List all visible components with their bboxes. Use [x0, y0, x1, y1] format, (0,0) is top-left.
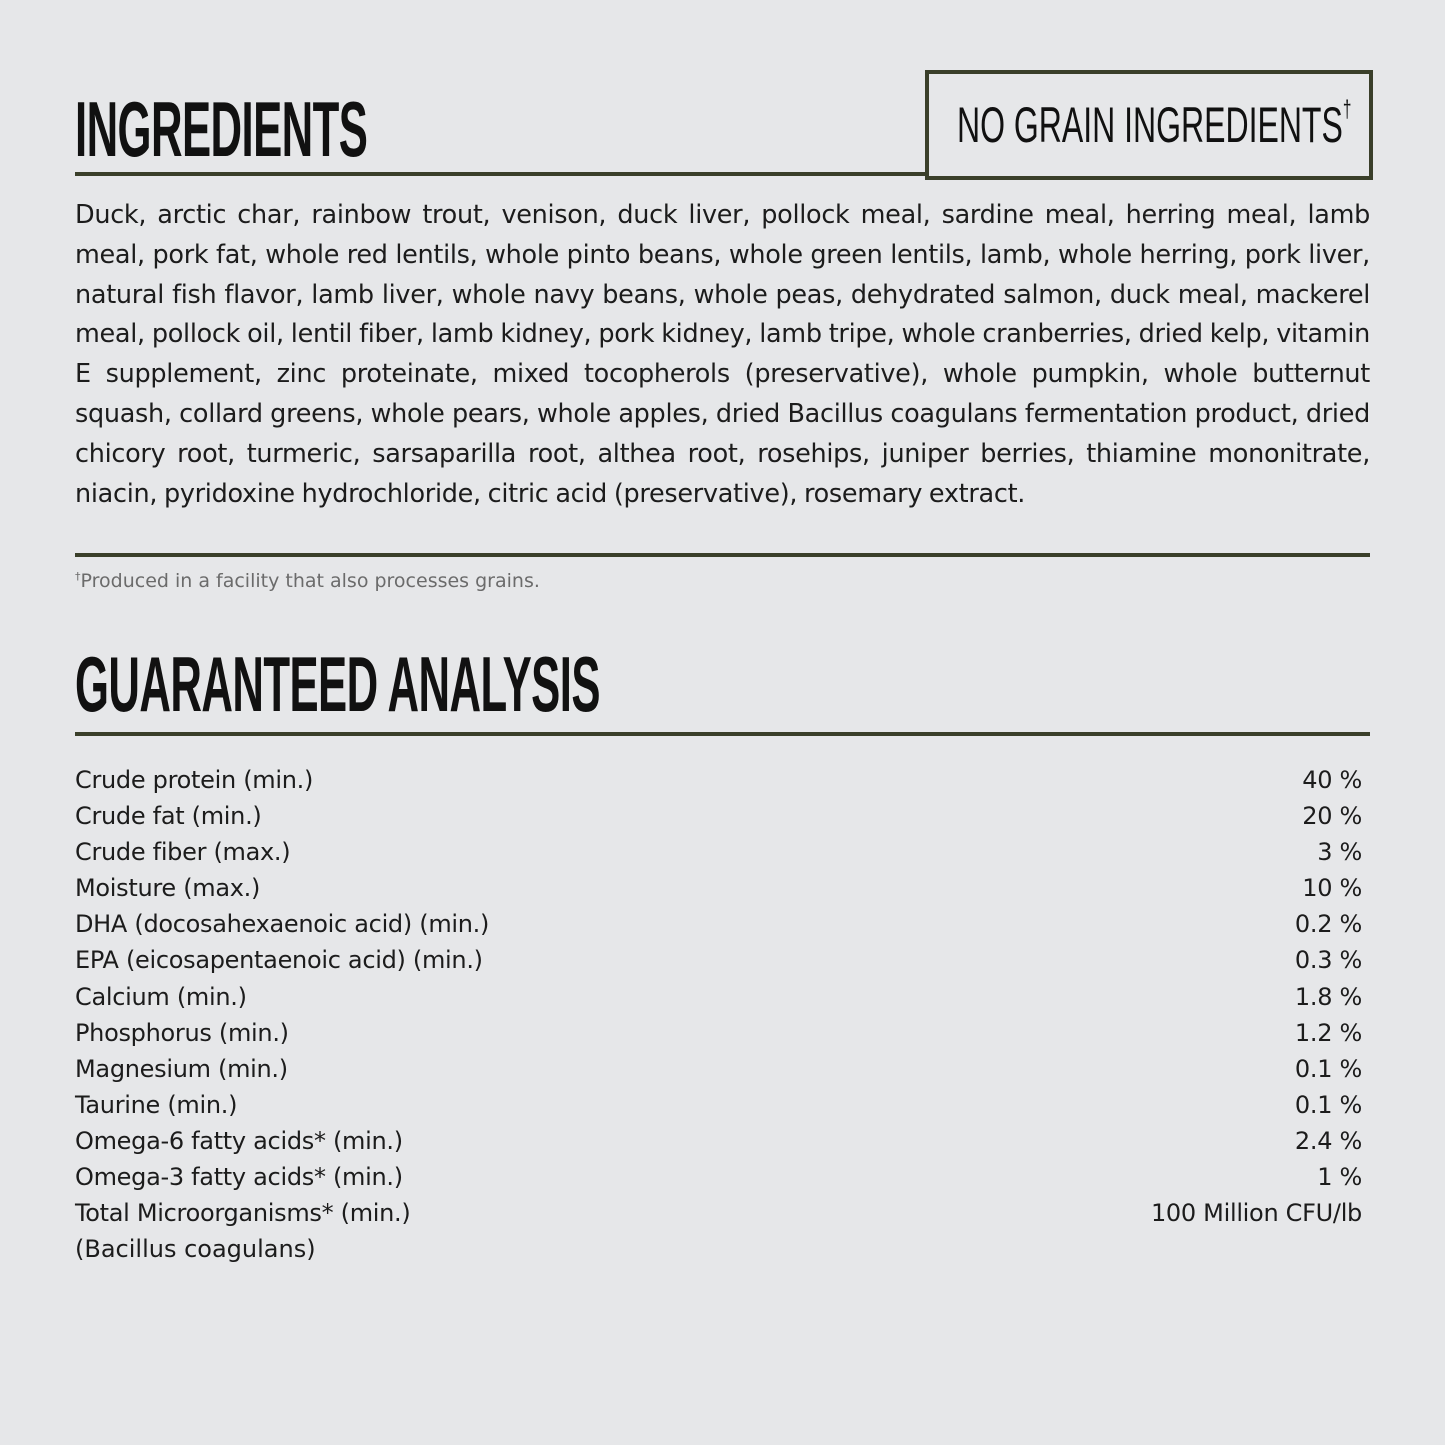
- analysis-label: Calcium (min.): [75, 982, 247, 1011]
- analysis-value: 0.3 %: [1294, 946, 1362, 975]
- no-grain-badge: NO GRAIN INGREDIENTS†: [925, 70, 1373, 180]
- ingredients-rule: [75, 172, 927, 176]
- analysis-label: Phosphorus (min.): [75, 1018, 289, 1047]
- analysis-label: DHA (docosahexaenoic acid) (min.): [75, 910, 490, 939]
- analysis-label: Crude fat (min.): [75, 802, 262, 831]
- analysis-row: Taurine (min.) 0.1 %: [75, 1087, 1362, 1123]
- analysis-row: Crude fat (min.) 20 %: [75, 798, 1362, 834]
- analysis-value: 1.8 %: [1294, 982, 1362, 1011]
- analysis-label: Omega-6 fatty acids* (min.): [75, 1126, 403, 1155]
- ingredients-list: Duck, arctic char, rainbow trout, veniso…: [75, 200, 1370, 509]
- analysis-row: Magnesium (min.) 0.1 %: [75, 1051, 1362, 1087]
- badge-dagger: †: [1342, 96, 1352, 123]
- analysis-row: Crude protein (min.) 40 %: [75, 762, 1362, 798]
- analysis-label: Taurine (min.): [75, 1090, 238, 1119]
- analysis-title: GUARANTEED ANALYSIS: [75, 640, 600, 728]
- analysis-table: Crude protein (min.) 40 % Crude fat (min.)…: [75, 762, 1362, 1267]
- analysis-value: 10 %: [1302, 874, 1362, 903]
- analysis-value: 20 %: [1302, 802, 1362, 831]
- analysis-value: 100 Million CFU/lb: [1150, 1199, 1362, 1228]
- analysis-label: EPA (eicosapentaenoic acid) (min.): [75, 946, 483, 975]
- ingredients-title: INGREDIENTS: [75, 85, 368, 173]
- analysis-row: Moisture (max.) 10 %: [75, 870, 1362, 906]
- analysis-label: Moisture (max.): [75, 874, 261, 903]
- analysis-value: 1 %: [1317, 1163, 1362, 1192]
- analysis-value: 3 %: [1317, 838, 1362, 867]
- analysis-row: Omega-3 fatty acids* (min.) 1 %: [75, 1159, 1362, 1195]
- analysis-label: Omega-3 fatty acids* (min.): [75, 1163, 403, 1192]
- analysis-label: Crude fiber (max.): [75, 838, 291, 867]
- analysis-row: Phosphorus (min.) 1.2 %: [75, 1015, 1362, 1051]
- analysis-value: 0.2 %: [1294, 910, 1362, 939]
- analysis-value: 2.4 %: [1294, 1126, 1362, 1155]
- analysis-rule: [75, 732, 1370, 736]
- analysis-row: Total Microorganisms* (min.) 100 Million …: [75, 1195, 1362, 1231]
- analysis-row: EPA (eicosapentaenoic acid) (min.) 0.3 %: [75, 942, 1362, 978]
- analysis-value: 0.1 %: [1294, 1054, 1362, 1083]
- analysis-label: Magnesium (min.): [75, 1054, 288, 1083]
- analysis-row: Omega-6 fatty acids* (min.) 2.4 %: [75, 1123, 1362, 1159]
- analysis-row-subtext: (Bacillus coagulans): [75, 1235, 316, 1264]
- analysis-value: 40 %: [1302, 766, 1362, 794]
- footnote-rule: [75, 553, 1370, 557]
- analysis-value: 0.1 %: [1294, 1090, 1362, 1119]
- footnote: †Produced in a facility that also proces…: [75, 570, 540, 592]
- analysis-label: Total Microorganisms* (min.): [75, 1199, 411, 1228]
- analysis-row: Crude fiber (max.) 3 %: [75, 834, 1362, 870]
- analysis-label: Crude protein (min.): [75, 766, 314, 794]
- analysis-value: 1.2 %: [1294, 1018, 1362, 1047]
- analysis-row: Calcium (min.) 1.8 %: [75, 979, 1362, 1015]
- analysis-row: DHA (docosahexaenoic acid) (min.) 0.2 %: [75, 906, 1362, 942]
- badge-text: NO GRAIN INGREDIENTS: [957, 97, 1343, 153]
